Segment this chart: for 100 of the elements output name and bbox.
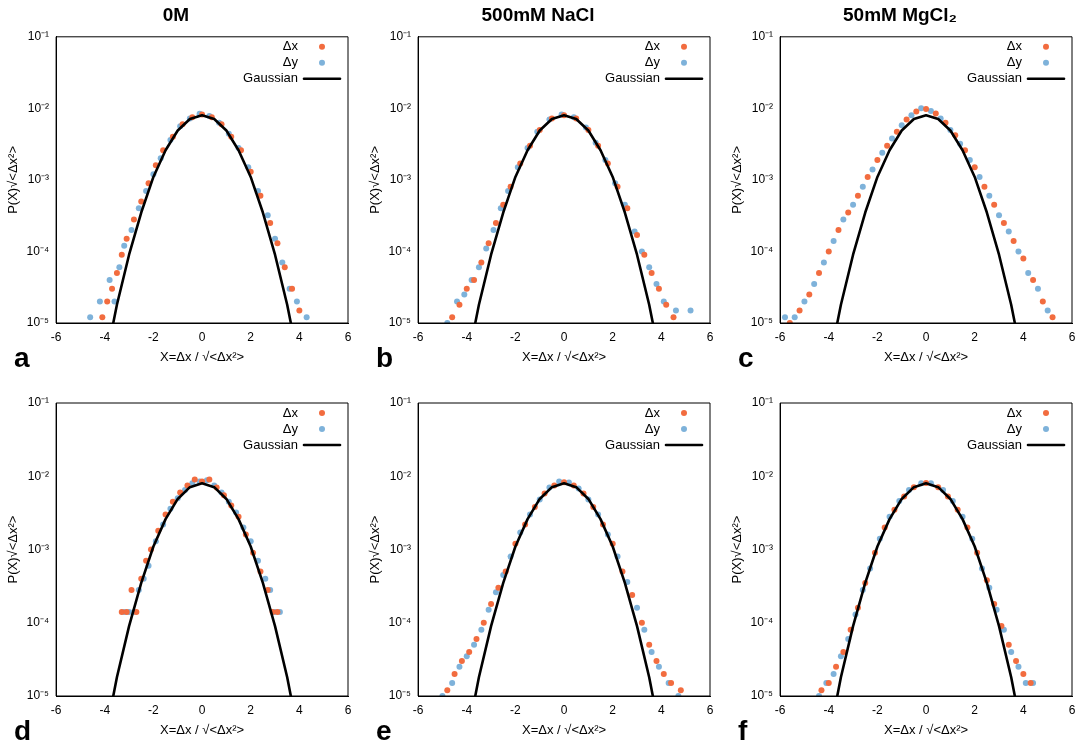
chart-title: 50mM MgCl₂ (842, 3, 958, 25)
x-tick-label: 4 (658, 702, 666, 717)
legend-label: Δy (282, 54, 299, 70)
legend-label: Δy (282, 420, 299, 436)
y-tick-label: 10⁻¹ (389, 395, 412, 410)
text: b (376, 342, 394, 373)
y-tick-label: 10⁻² (751, 468, 774, 483)
y-tick-label: 10⁻² (27, 100, 50, 115)
x-tick-label: -4 (461, 702, 473, 717)
y-tick-label: 10⁻³ (27, 172, 50, 187)
y-tick-label: 10⁻⁴ (26, 615, 50, 630)
x-tick-label: -4 (461, 329, 473, 344)
y-axis-title: P(X)√<Δx²> (729, 515, 745, 584)
x-axis-title: X=Δx / √<Δx²> (883, 721, 969, 737)
text: f (738, 715, 748, 746)
legend-label: Δy (644, 420, 661, 436)
chart-title: 500mM NaCl (481, 3, 595, 25)
text: c (738, 342, 754, 373)
x-tick-label: 4 (296, 702, 304, 717)
y-tick-label: 10⁻⁵ (388, 688, 412, 703)
x-tick-label: -6 (50, 329, 62, 344)
y-axis-title: P(X)√<Δx²> (367, 515, 383, 584)
x-tick-label: -2 (148, 329, 160, 344)
legend-label: Δx (282, 404, 299, 420)
x-tick-label: 4 (1020, 329, 1028, 344)
y-tick-label: 10⁻³ (27, 541, 50, 556)
y-axis-title: P(X)√<Δx²> (729, 145, 745, 214)
x-tick-label: 4 (658, 329, 666, 344)
legend-label: Gaussian (243, 70, 298, 86)
y-tick-label: 10⁻³ (751, 541, 774, 556)
x-tick-label: -4 (99, 329, 111, 344)
y-tick-label: 10⁻⁵ (750, 688, 774, 703)
legend-label: Δy (1006, 54, 1023, 70)
x-tick-label: 0 (922, 702, 930, 717)
x-tick-label: 0 (198, 329, 206, 344)
x-tick-label: 2 (247, 329, 255, 344)
y-tick-label: 10⁻¹ (389, 29, 412, 44)
x-tick-label: -6 (50, 702, 62, 717)
legend-label: Gaussian (967, 70, 1022, 86)
x-tick-label: 6 (344, 702, 352, 717)
x-tick-label: 0 (922, 329, 930, 344)
x-tick-label: -2 (872, 702, 884, 717)
x-tick-label: 0 (560, 329, 568, 344)
x-axis-title: X=Δx / √<Δx²> (159, 721, 245, 737)
y-tick-label: 10⁻⁵ (26, 688, 50, 703)
x-tick-label: 6 (1068, 329, 1076, 344)
y-tick-label: 10⁻¹ (751, 29, 774, 44)
x-tick-label: -2 (510, 702, 522, 717)
x-tick-label: 2 (247, 702, 255, 717)
x-axis-title: X=Δx / √<Δx²> (159, 348, 245, 364)
text: a (14, 342, 30, 373)
y-tick-label: 10⁻² (389, 100, 412, 115)
x-axis-title: X=Δx / √<Δx²> (521, 721, 607, 737)
legend-label: Δx (282, 38, 299, 54)
y-axis-title: P(X)√<Δx²> (5, 145, 21, 214)
x-tick-label: -4 (823, 702, 835, 717)
legend-label: Δx (1006, 404, 1023, 420)
x-tick-label: -2 (510, 329, 522, 344)
x-tick-label: 6 (706, 702, 714, 717)
y-tick-label: 10⁻⁴ (388, 243, 412, 258)
y-tick-label: 10⁻² (389, 468, 412, 483)
x-axis-title: X=Δx / √<Δx²> (883, 348, 969, 364)
x-tick-label: -2 (872, 329, 884, 344)
y-axis-title: P(X)√<Δx²> (5, 515, 21, 584)
text: d (14, 715, 32, 746)
x-tick-label: -4 (99, 702, 111, 717)
y-tick-label: 10⁻¹ (27, 29, 50, 44)
x-tick-label: 2 (971, 702, 979, 717)
x-tick-label: 4 (1020, 702, 1028, 717)
y-tick-label: 10⁻³ (389, 541, 412, 556)
x-tick-label: -2 (148, 702, 160, 717)
x-tick-label: -6 (412, 702, 424, 717)
legend-label: Δy (644, 54, 661, 70)
legend-label: Gaussian (243, 436, 298, 452)
x-tick-label: 6 (706, 329, 714, 344)
x-tick-label: 2 (609, 702, 617, 717)
x-tick-label: 0 (560, 702, 568, 717)
y-tick-label: 10⁻³ (751, 172, 774, 187)
legend-label: Δx (644, 38, 661, 54)
y-tick-label: 10⁻⁴ (388, 615, 412, 630)
y-tick-label: 10⁻⁴ (26, 243, 50, 258)
x-tick-label: 2 (971, 329, 979, 344)
legend-label: Δx (644, 404, 661, 420)
x-tick-label: 6 (1068, 702, 1076, 717)
x-tick-label: -6 (412, 329, 424, 344)
y-tick-label: 10⁻³ (389, 172, 412, 187)
text: e (376, 715, 392, 746)
legend-label: Gaussian (605, 70, 660, 86)
y-tick-label: 10⁻² (27, 468, 50, 483)
x-tick-label: -6 (774, 702, 786, 717)
y-tick-label: 10⁻⁵ (750, 315, 774, 330)
x-tick-label: 4 (296, 329, 304, 344)
x-tick-label: -6 (774, 329, 786, 344)
y-tick-label: 10⁻¹ (751, 395, 774, 410)
y-tick-label: 10⁻⁴ (750, 615, 774, 630)
y-tick-label: 10⁻² (751, 100, 774, 115)
x-tick-label: 2 (609, 329, 617, 344)
y-axis-title: P(X)√<Δx²> (367, 145, 383, 214)
x-tick-label: 0 (198, 702, 206, 717)
chart-title: 0M (162, 3, 190, 25)
